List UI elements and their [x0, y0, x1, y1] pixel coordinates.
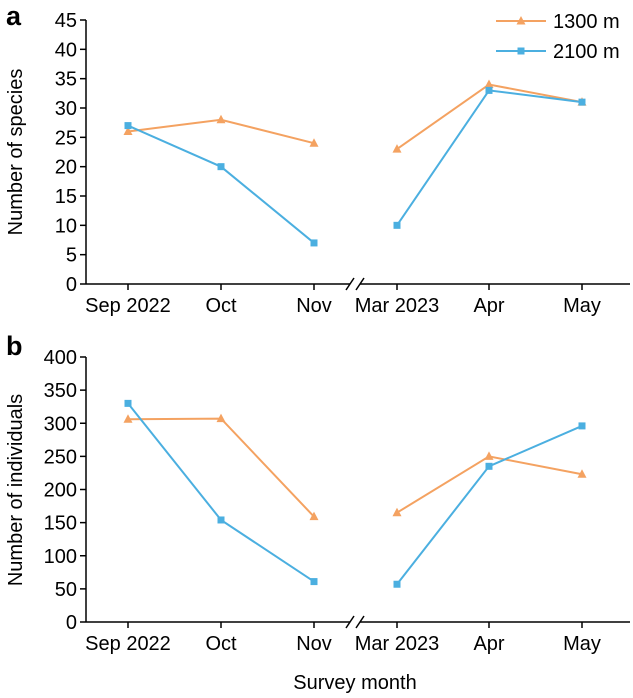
data-point-2100m-b [217, 516, 225, 524]
axis-break-mark-left-a [345, 277, 355, 291]
y-tick-label-b: 200 [44, 480, 77, 502]
x-tick-label-b: Mar 2023 [355, 633, 440, 655]
x-tick-label-a: Nov [296, 295, 332, 317]
series-line-1300m-a-seg1 [127, 118, 315, 145]
x-tick-label-a: Mar 2023 [355, 295, 440, 317]
y-tick-label-a: 15 [55, 186, 77, 208]
series-line-2100m-a-seg1 [127, 124, 315, 244]
data-point-1300m-a [309, 138, 319, 147]
data-point-1300m-a [484, 79, 494, 89]
chart-panel-b: 0 50 100 150 200 250 300 350 400 Sep 2022 Oct Nov Ma… [44, 347, 630, 655]
legend-triangle-marker [516, 16, 526, 25]
axis-break-mark-left-b [345, 615, 355, 629]
data-point-1300m-b [309, 511, 319, 521]
x-tick-label-a: Oct [205, 295, 237, 317]
series-line-1300m-a-seg2 [396, 83, 583, 150]
y-tick-label-a: 5 [66, 245, 77, 267]
y-tick-label-a: 20 [55, 157, 77, 179]
y-axis-title-b: Number of individuals [5, 394, 27, 586]
x-tick-label-b: Nov [296, 633, 332, 655]
data-point-1300m-b [123, 414, 133, 423]
y-axis-title-a: Number of species [5, 69, 27, 236]
data-point-2100m-a [217, 163, 225, 171]
x-tick-label-b: Apr [473, 633, 504, 655]
data-point-1300m-b [392, 507, 402, 517]
data-point-2100m-b [310, 578, 318, 586]
data-point-2100m-b [485, 462, 493, 470]
chart-panel-a: 0 5 10 15 20 25 30 35 40 45 Sep 2022 Oct Nov Mar 2023… [55, 10, 630, 317]
x-tick-label-a: May [563, 295, 601, 317]
legend: 1300 m 2100 m [496, 11, 620, 63]
y-tick-label-b: 100 [44, 546, 77, 568]
data-point-1300m-a [392, 144, 402, 153]
y-tick-label-a: 25 [55, 127, 77, 149]
series-line-2100m-b-seg2 [396, 424, 583, 585]
y-tick-label-b: 0 [66, 612, 77, 634]
data-point-1300m-a [216, 114, 226, 124]
axis-break-mark-right-b [355, 615, 365, 629]
y-tick-label-a: 10 [55, 215, 77, 237]
x-tick-label-b: May [563, 633, 601, 655]
y-tick-label-a: 45 [55, 10, 77, 32]
legend-label-2100: 2100 m [553, 41, 620, 63]
legend-label-1300: 1300 m [553, 11, 620, 33]
data-point-2100m-b [393, 580, 401, 588]
legend-square-marker [517, 47, 525, 55]
x-tick-label-a: Apr [473, 295, 504, 317]
data-point-2100m-a [124, 122, 132, 130]
data-point-2100m-a [310, 239, 318, 247]
data-point-2100m-a [485, 86, 493, 94]
axis-break-mark-right-a [355, 277, 365, 291]
y-tick-label-b: 50 [55, 579, 77, 601]
data-point-1300m-b [216, 413, 226, 423]
data-point-1300m-a [123, 126, 133, 135]
series-line-2100m-a-seg2 [396, 89, 583, 226]
data-point-2100m-a [393, 221, 401, 229]
series-line-1300m-b-seg1 [127, 417, 315, 518]
x-tick-label-b: Oct [205, 633, 237, 655]
y-tick-label-a: 30 [55, 98, 77, 120]
series-line-2100m-b-seg1 [127, 402, 315, 583]
x-axis-title: Survey month [293, 672, 416, 694]
y-tick-label-a: 35 [55, 69, 77, 91]
data-point-2100m-a [578, 98, 586, 106]
data-point-1300m-b [577, 469, 587, 478]
data-point-1300m-b [484, 451, 494, 460]
panel-label-a: a [6, 1, 22, 31]
y-tick-label-a: 0 [66, 274, 77, 296]
x-tick-label-b: Sep 2022 [85, 633, 171, 655]
data-point-2100m-b [124, 399, 132, 407]
y-tick-label-b: 150 [44, 513, 77, 535]
panel-label-b: b [6, 331, 23, 361]
y-tick-label-a: 40 [55, 39, 77, 61]
y-tick-label-b: 400 [44, 347, 77, 369]
y-tick-label-b: 300 [44, 413, 77, 435]
y-tick-label-b: 350 [44, 380, 77, 402]
y-tick-label-b: 250 [44, 446, 77, 468]
data-point-2100m-b [578, 422, 586, 430]
x-tick-label-a: Sep 2022 [85, 295, 171, 317]
